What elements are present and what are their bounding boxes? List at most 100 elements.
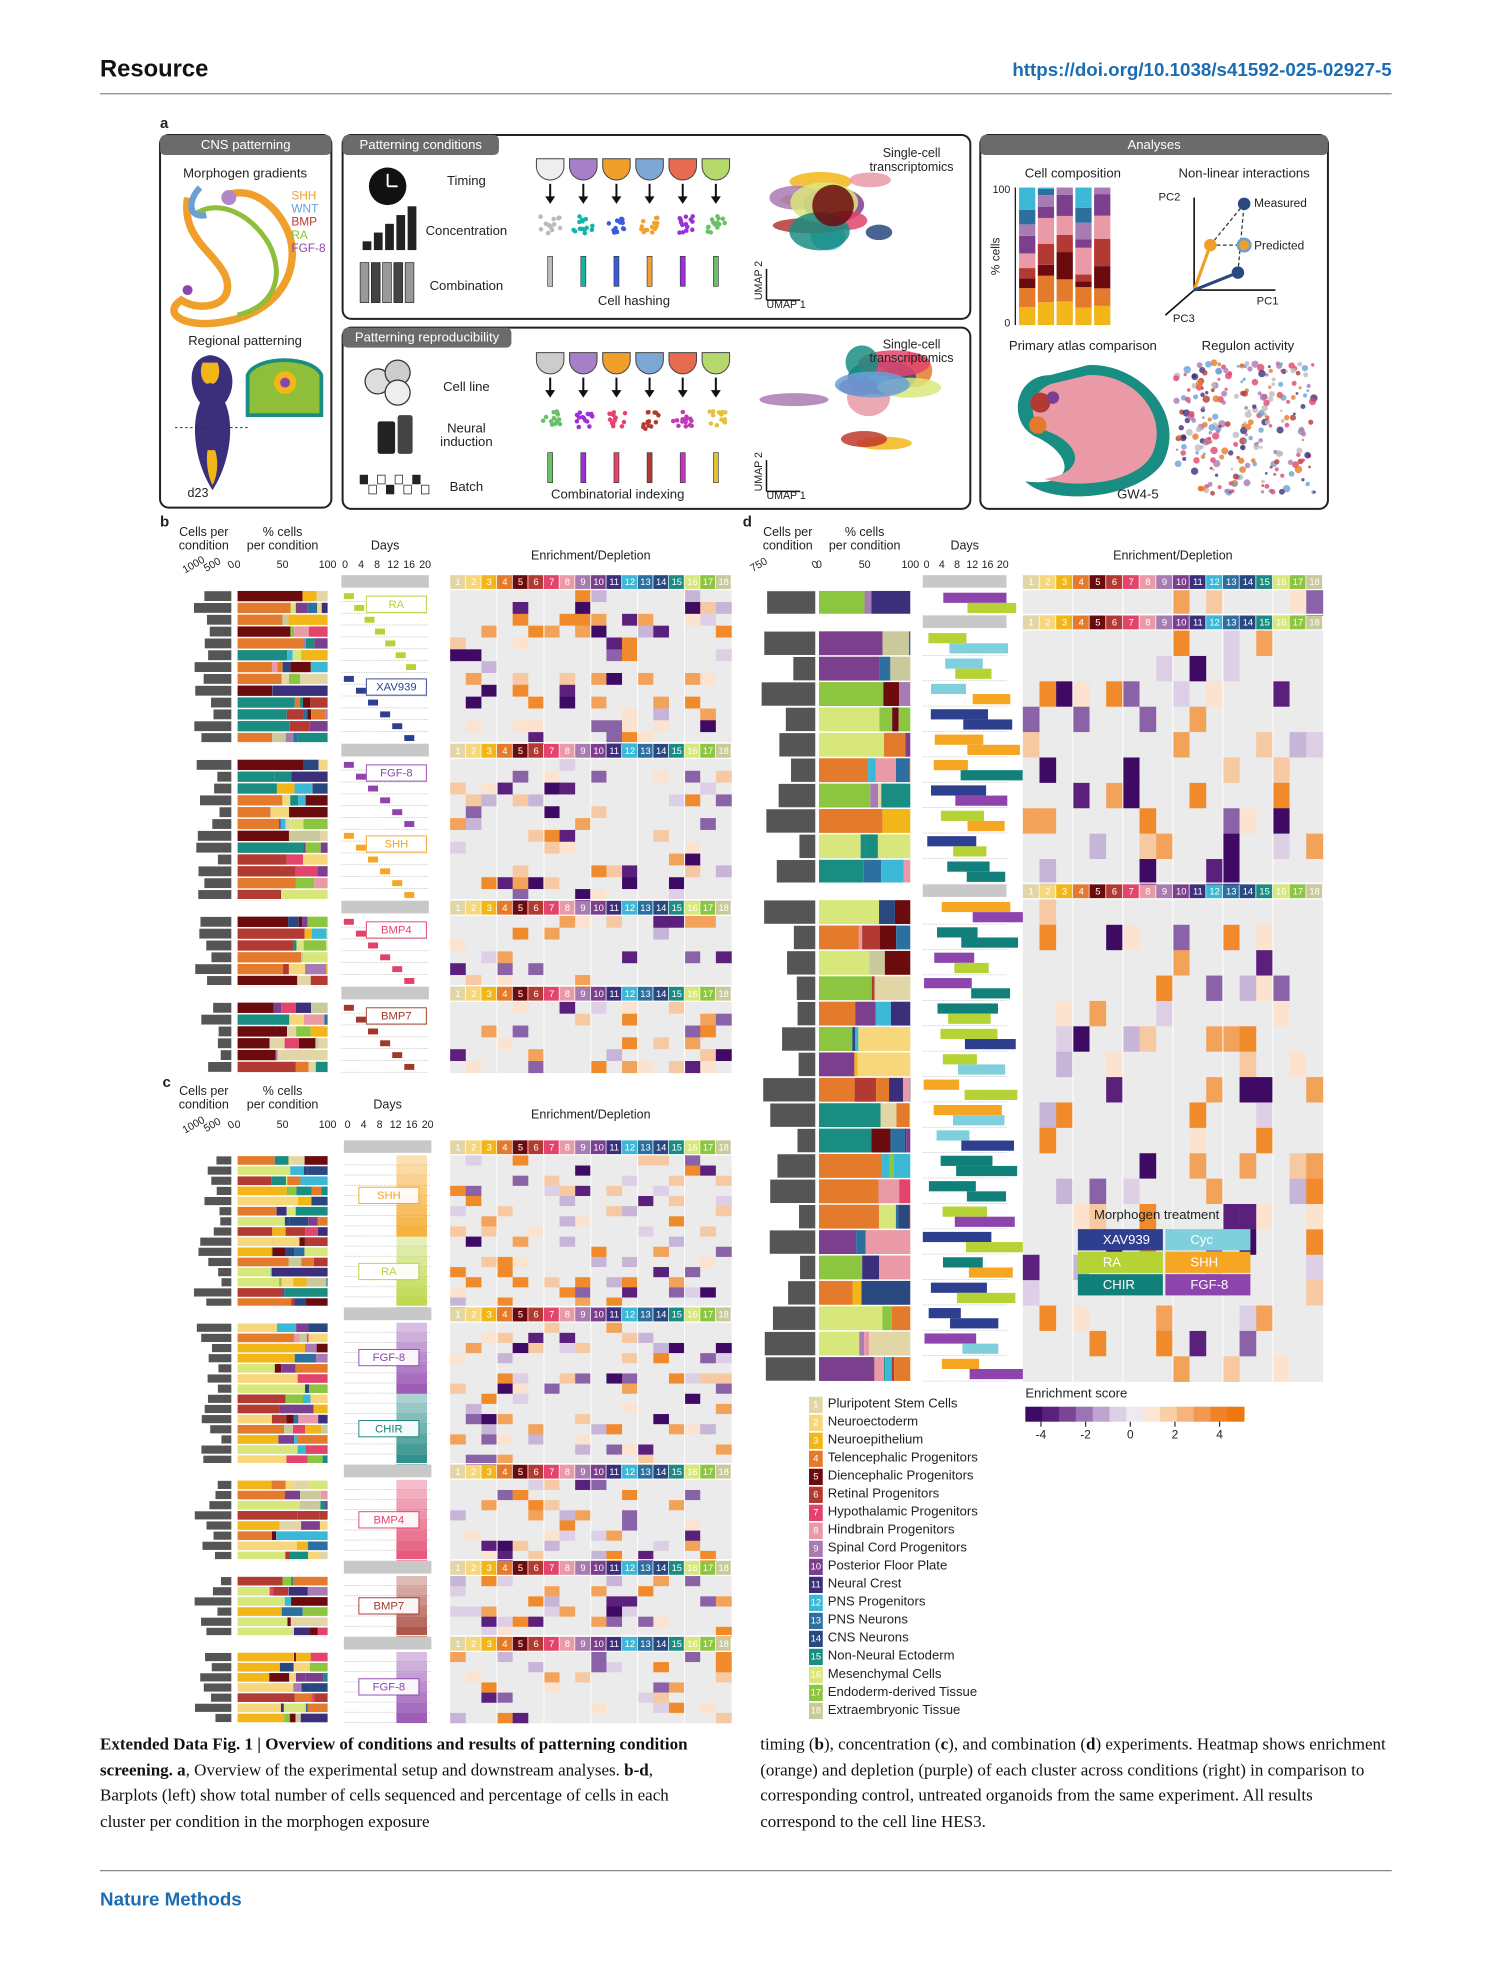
heatmap-cell [700, 1332, 717, 1344]
heatmap-cell [590, 1049, 607, 1062]
heatmap-cell [622, 1479, 638, 1491]
treatment-label: RA [381, 1266, 397, 1278]
heatmap-cell [590, 975, 607, 988]
heatmap-cell [606, 1246, 623, 1258]
heatmap-cell [590, 1662, 607, 1673]
heatmap-cell [450, 1206, 467, 1217]
heatmap-cell [512, 1037, 529, 1050]
heatmap-cell [715, 732, 732, 745]
heatmap-cell [653, 1206, 670, 1217]
cell-count-bar [770, 1179, 816, 1204]
heatmap-cell [622, 1001, 638, 1014]
heatmap-cell [1156, 1153, 1174, 1179]
heatmap-cell [559, 613, 576, 626]
composition-segment [301, 1683, 328, 1692]
heatmap-cell [590, 1383, 607, 1394]
composition-segment [305, 795, 328, 806]
heatmap-cell [1289, 1204, 1307, 1230]
composition-segment [896, 925, 911, 950]
heatmap-cell [497, 1414, 513, 1425]
axis-label: UMAP 1 [766, 299, 805, 311]
heatmap-cell [528, 1267, 545, 1278]
heatmap-cell [684, 1363, 701, 1374]
heatmap-cell [1272, 1305, 1290, 1332]
heatmap-cell [1106, 859, 1124, 885]
heatmap-cell [700, 915, 717, 928]
umap-cluster [849, 172, 891, 188]
heatmap-cell [684, 602, 701, 615]
heatmap-cell [715, 1530, 732, 1541]
heatmap-cell [575, 1454, 592, 1466]
cluster-strip-number: 13 [1226, 577, 1236, 587]
cell-count-bar [204, 591, 232, 602]
cell-count-bar [213, 1531, 232, 1540]
heatmap-cell [575, 1500, 592, 1511]
cell-count-bar [221, 1278, 232, 1287]
column-header: % cells [845, 525, 885, 539]
heatmap-cell [512, 1510, 529, 1521]
heatmap-cell [497, 1049, 513, 1062]
heatmap-cell [559, 1444, 576, 1455]
axis-label: PC2 [1158, 192, 1180, 204]
heatmap-cell [653, 1414, 670, 1425]
heatmap-cell [622, 1332, 638, 1344]
heatmap-cell [1272, 1000, 1290, 1027]
composition-segment [237, 1511, 298, 1520]
heatmap-cell [1122, 1330, 1140, 1357]
treatment-block [396, 1322, 428, 1333]
heatmap-cell [684, 1500, 701, 1511]
heatmap-cell [512, 1013, 529, 1026]
composition-segment [272, 732, 286, 744]
heatmap-cell [512, 1596, 529, 1607]
heatmap-cell [668, 1712, 685, 1724]
heatmap-cell [450, 889, 467, 902]
cluster-strip-number: 7 [549, 989, 554, 999]
heatmap-cell [528, 684, 545, 697]
cell-dot [620, 226, 626, 231]
heatmap-cell [590, 1530, 607, 1541]
heatmap-cell [450, 1332, 467, 1344]
heatmap-cell [715, 1479, 732, 1491]
cluster-strip-cell [497, 986, 512, 1001]
heatmap-cell [715, 1712, 732, 1724]
heatmap-cell [450, 1322, 467, 1334]
heatmap-cell [637, 613, 654, 626]
heatmap-cell [1056, 859, 1074, 885]
composition-segment [308, 1061, 316, 1073]
heatmap-cell [684, 1001, 701, 1014]
heatmap-cell [465, 1540, 482, 1552]
composition-segment [865, 834, 878, 859]
heatmap-cell [590, 927, 607, 940]
heatmap-cell [700, 806, 717, 819]
cluster-strip-cell [1306, 575, 1323, 589]
cluster-strip-cell [497, 743, 512, 758]
heatmap-cell [575, 708, 592, 721]
heatmap-cell [575, 865, 592, 878]
heatmap-cell [653, 1479, 670, 1491]
cluster-strip-number: 17 [703, 903, 713, 913]
heatmap-cell [1189, 1178, 1207, 1205]
composition-segment [307, 1541, 328, 1551]
heatmap-cell [1289, 924, 1307, 951]
composition-segment [237, 1038, 270, 1049]
heatmap-cell [622, 853, 638, 866]
heatmap-cell [528, 1049, 545, 1062]
heatmap-cell [1206, 950, 1224, 976]
cluster-strip-number: 13 [640, 1467, 650, 1477]
cell-count-bar [203, 673, 232, 684]
regulon-node [1223, 367, 1229, 374]
cluster-strip-cell [1156, 575, 1173, 589]
heatmap-cell [715, 1520, 732, 1531]
cell-dot [607, 417, 613, 422]
heatmap-cell [622, 590, 638, 603]
heatmap-cell [700, 1626, 717, 1638]
treatment-label-box [365, 921, 427, 939]
composition-segment [282, 1521, 302, 1530]
regulon-node [1255, 441, 1260, 445]
treatment-block [396, 1434, 428, 1445]
regulon-node [1193, 394, 1199, 400]
composition-segment [286, 1206, 296, 1216]
cell-count-bar [220, 1050, 232, 1061]
heatmap-cell [606, 1322, 623, 1334]
column-header: condition [763, 539, 813, 553]
